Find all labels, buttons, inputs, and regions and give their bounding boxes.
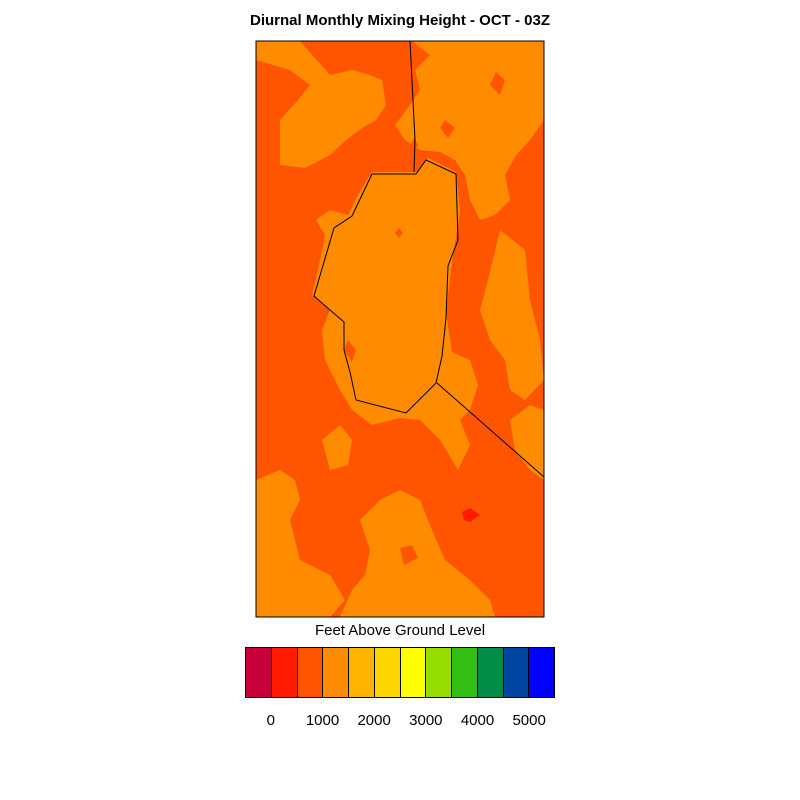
orange-region-central xyxy=(312,158,478,470)
orange-contour-regions xyxy=(256,41,544,617)
orange-region-right-lower xyxy=(510,405,544,480)
colorbar-tick-label: 4000 xyxy=(460,712,495,729)
colorbar-box-5 xyxy=(374,648,401,697)
orange-region-bottom xyxy=(340,490,495,617)
orange-region-right-mid xyxy=(480,230,544,400)
orange-region-left-lower xyxy=(256,470,345,617)
map-frame xyxy=(255,40,545,618)
orange-region-left-pocket xyxy=(322,425,352,470)
orange-region-top-right xyxy=(395,41,544,220)
colorbar-box-6 xyxy=(400,648,427,697)
state-boundaries xyxy=(409,41,544,478)
colorbar-tick-label: 1000 xyxy=(305,712,340,729)
state-boundary-north xyxy=(409,41,416,173)
colorbar-box-11 xyxy=(529,648,554,697)
colorbar-box-4 xyxy=(349,648,375,697)
colorbar-box-10 xyxy=(503,648,530,697)
colorbar-box-9 xyxy=(477,648,504,697)
colorbar-box-8 xyxy=(452,648,478,697)
map-title: Diurnal Monthly Mixing Height - OCT - 03… xyxy=(250,12,550,29)
colorbar xyxy=(245,647,555,698)
colorbar-box-0 xyxy=(246,648,272,697)
legend-label: Feet Above Ground Level xyxy=(314,622,486,639)
state-boundary-southeast xyxy=(436,382,544,478)
orange-region-top xyxy=(256,41,386,168)
lake-outline xyxy=(313,159,459,414)
colorbar-box-7 xyxy=(426,648,452,697)
colorbar-tick-label: 2000 xyxy=(357,712,391,729)
colorbar-box-1 xyxy=(271,648,298,697)
red-region xyxy=(462,508,480,522)
colorbar-tick-label: 3000 xyxy=(409,712,443,729)
colorbar-tick-label: 0 xyxy=(266,712,275,729)
colorbar-box-3 xyxy=(323,648,349,697)
colorbar-box-2 xyxy=(297,648,324,697)
dark-orange-pockets xyxy=(344,72,505,565)
colorbar-tick-label: 5000 xyxy=(512,712,546,729)
